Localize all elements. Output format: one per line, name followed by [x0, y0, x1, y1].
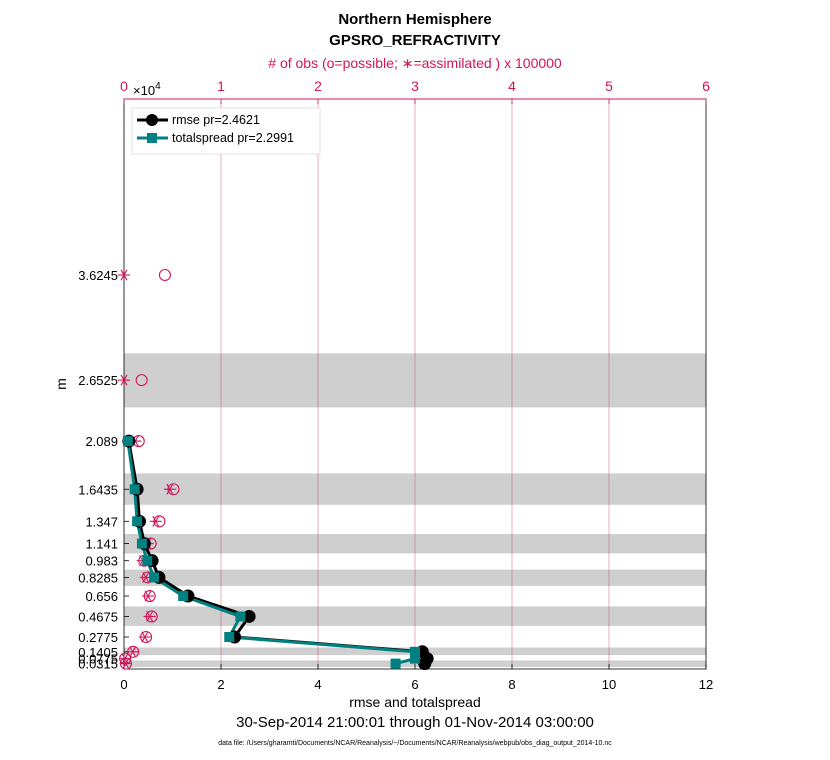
totalspread-point-7 — [142, 555, 153, 566]
top-tick-label-6: 6 — [702, 78, 710, 94]
date-range: 30-Sep-2014 21:00:01 through 01-Nov-2014… — [236, 714, 594, 731]
obs-assimilated-marker-12 — [118, 374, 130, 386]
y-tick-label-11: 2.089 — [85, 434, 118, 449]
top-axis-label: # of obs (o=possible; ∗=assimilated ) x … — [268, 55, 562, 71]
y-tick-label-4: 0.4675 — [78, 609, 118, 624]
data-file-note: data file: /Users/gharamti/Documents/NCA… — [218, 740, 612, 747]
rmse-point-4 — [242, 609, 256, 623]
obs-assimilated-marker-2 — [126, 646, 139, 658]
totalspread-point-0 — [390, 658, 401, 669]
obs-assimilated-marker-10 — [163, 483, 176, 495]
totalspread-point-6 — [149, 572, 160, 583]
legend-rmse-marker — [146, 114, 158, 126]
top-axis-exponent: ×104 — [133, 81, 161, 98]
legend-totalspread-label: totalspread pr=2.2991 — [172, 131, 294, 145]
x-tick-label-12: 12 — [699, 677, 713, 692]
y-tick-label-1: 0.0775 — [78, 652, 118, 667]
totalspread-point-1 — [410, 653, 420, 664]
legend-box — [131, 107, 321, 155]
x-tick-label-10: 10 — [602, 677, 616, 692]
x-tick-label-4: 4 — [314, 677, 321, 692]
y-tick-label-5: 0.656 — [85, 589, 118, 604]
y-axis-label: m — [53, 378, 69, 390]
x-tick-label-6: 6 — [411, 677, 418, 692]
totalspread-point-9 — [132, 516, 143, 527]
top-axis-exponent-power: 4 — [155, 81, 161, 92]
obs-possible-marker-12 — [135, 374, 148, 387]
top-tick-label-0: 0 — [120, 78, 128, 94]
top-tick-label-3: 3 — [411, 78, 419, 94]
totalspread-point-11 — [122, 436, 133, 447]
obs-possible-marker-13 — [158, 268, 171, 282]
obs-assimilated-marker-1 — [118, 653, 131, 665]
totalspread-point-10 — [129, 484, 140, 495]
x-tick-label-0: 0 — [120, 677, 127, 692]
y-tick-label-10: 1.6435 — [78, 482, 118, 497]
x-tick-label-8: 8 — [508, 677, 515, 692]
totalspread-point-5 — [178, 591, 189, 602]
top-tick-label-5: 5 — [605, 78, 613, 94]
totalspread-point-3 — [224, 631, 235, 642]
top-tick-label-1: 1 — [217, 78, 225, 94]
x-tick-label-2: 2 — [217, 677, 224, 692]
axis-ticks: 0 2 4 6 8 10 120 1 2 3 4 5 60.03150.07750.14050.2775… — [78, 78, 713, 692]
y-tick-label-0: 0.0315 — [78, 657, 118, 672]
totalspread-point-8 — [136, 538, 147, 549]
legend-totalspread-marker — [147, 133, 157, 143]
obs-assimilated-marker-5 — [142, 590, 155, 602]
top-tick-label-4: 4 — [508, 78, 516, 94]
obs-assimilated-marker-3 — [138, 631, 151, 643]
obs-assimilated-marker-9 — [149, 515, 162, 527]
legend: rmse pr=2.4621 totalspread pr=2.2991 — [131, 107, 321, 155]
y-tick-label-2: 0.1405 — [78, 645, 118, 660]
x-axis-label: rmse and totalspread — [349, 694, 481, 710]
chart-subtitle: GPSRO_REFRACTIVITY — [329, 32, 501, 49]
totalspread-point-4 — [235, 611, 246, 622]
y-tick-label-9: 1.347 — [85, 514, 118, 529]
obs-assimilated-marker-13 — [118, 269, 130, 281]
top-axis-exponent-base: ×10 — [133, 83, 155, 98]
top-axis-gridlines — [220, 99, 610, 669]
y-tick-label-6: 0.8285 — [78, 570, 118, 585]
top-tick-label-2: 2 — [314, 78, 322, 94]
y-tick-label-12: 2.6525 — [78, 373, 118, 388]
y-tick-label-8: 1.141 — [85, 537, 118, 552]
series-lines — [122, 434, 434, 671]
y-tick-label-3: 0.2775 — [78, 630, 118, 645]
totalspread-point-2 — [410, 646, 420, 657]
chart-title: Northern Hemisphere — [338, 11, 491, 28]
obs-assimilated-marker-4 — [143, 610, 156, 622]
y-tick-label-13: 3.6245 — [78, 268, 118, 283]
legend-rmse-label: rmse pr=2.4621 — [172, 113, 260, 127]
y-tick-label-7: 0.983 — [85, 554, 118, 569]
